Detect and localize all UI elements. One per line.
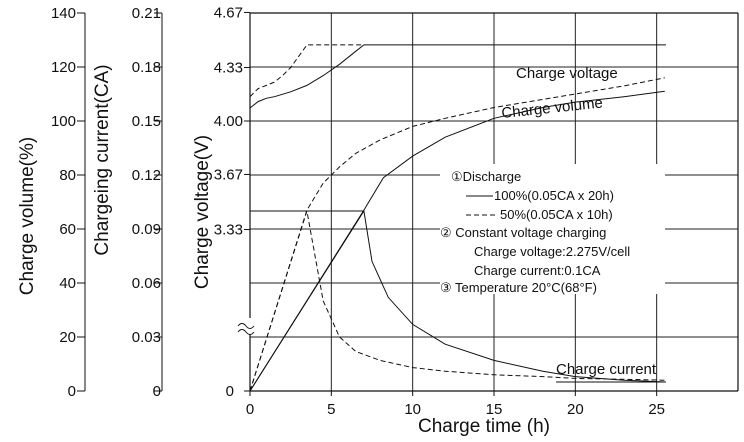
- curve-labels: Charge voltage Charge volume Charge curren…: [501, 65, 657, 378]
- legend-dashed-label: 50%(0.05CA x 10h): [500, 207, 613, 222]
- legend-temperature: ③ Temperature 20°C(68°F): [440, 280, 597, 295]
- charge-volume-solid-line: [249, 90, 665, 392]
- volume-tick-label: 60: [59, 221, 76, 238]
- x-tick-label: 25: [648, 401, 665, 418]
- legend: ①Discharge 100%(0.05CA x 20h) 50%(0.05CA x…: [440, 164, 665, 295]
- charge-voltage-dashed-line: [249, 44, 364, 98]
- legend-solid-label: 100%(0.05CA x 20h): [494, 188, 614, 203]
- volume-axis: 0 20 40 60 80 100 120 140: [51, 5, 86, 400]
- voltage-tick-label: 3.33: [214, 222, 243, 239]
- voltage-tick-label: 3.67: [214, 166, 243, 183]
- voltage-tick-label: 4.67: [214, 4, 243, 21]
- current-axis: 0 0.03 0.06 0.09 0.12 0.15 0.18 0.21: [132, 5, 163, 400]
- volume-tick-label: 20: [59, 329, 76, 346]
- volume-tick-label: 40: [59, 275, 76, 292]
- current-axis-label: Chargeing current(CA): [92, 64, 113, 255]
- legend-cv-current: Charge current:0.1CA: [474, 263, 601, 278]
- current-tick-label: 0.15: [132, 113, 161, 130]
- current-tick-label: 0.06: [132, 275, 161, 292]
- x-tick-label: 10: [404, 401, 421, 418]
- x-tick-label: 0: [246, 401, 254, 418]
- current-tick-label: 0.12: [132, 167, 161, 184]
- current-tick-label: 0.03: [132, 329, 161, 346]
- legend-cv-heading: ② Constant voltage charging: [440, 225, 606, 240]
- current-tick-label: 0.09: [132, 221, 161, 238]
- volume-tick-label: 100: [51, 113, 76, 130]
- axis-break-mark-lower: [237, 329, 255, 335]
- charge-volume-dashed-line: [249, 77, 665, 392]
- volume-tick-label: 140: [51, 5, 76, 22]
- x-tick-label: 15: [486, 401, 503, 418]
- voltage-tick-label: 0: [226, 383, 234, 400]
- charge-voltage-solid-line: [249, 44, 365, 109]
- x-axis-label: Charge time (h): [418, 416, 550, 437]
- x-axis: 0 5 10 15 20 25: [246, 391, 665, 418]
- legend-discharge-heading: ①Discharge: [451, 169, 521, 184]
- voltage-axis-label: Charge voltage(V): [192, 135, 213, 289]
- charge-volume-curve-label: Charge volume: [501, 94, 604, 122]
- current-tick-label: 0.21: [132, 5, 161, 22]
- volume-tick-label: 120: [51, 59, 76, 76]
- voltage-tick-label: 4.00: [214, 113, 243, 130]
- charge-current-dashed-line: [249, 210, 665, 392]
- charge-current-solid-line: [249, 209, 665, 392]
- series-lines: [249, 44, 666, 392]
- legend-cv-voltage: Charge voltage:2.275V/cell: [474, 244, 630, 259]
- axis-break-mark-upper: [237, 323, 255, 329]
- volume-axis-label: Charge volume(%): [17, 137, 38, 295]
- x-tick-label: 20: [567, 401, 584, 418]
- charge-current-curve-label: Charge current: [556, 361, 657, 378]
- voltage-axis: 03.333.674.004.334.675.00: [214, 4, 250, 400]
- current-tick-label: 0: [153, 383, 161, 400]
- legend-background: [440, 164, 665, 294]
- volume-tick-label: 0: [68, 383, 76, 400]
- voltage-tick-label: 4.33: [214, 60, 243, 77]
- x-tick-label: 5: [327, 401, 335, 418]
- current-tick-label: 0.18: [132, 59, 161, 76]
- charge-voltage-curve-label: Charge voltage: [516, 65, 618, 82]
- volume-tick-label: 80: [59, 167, 76, 184]
